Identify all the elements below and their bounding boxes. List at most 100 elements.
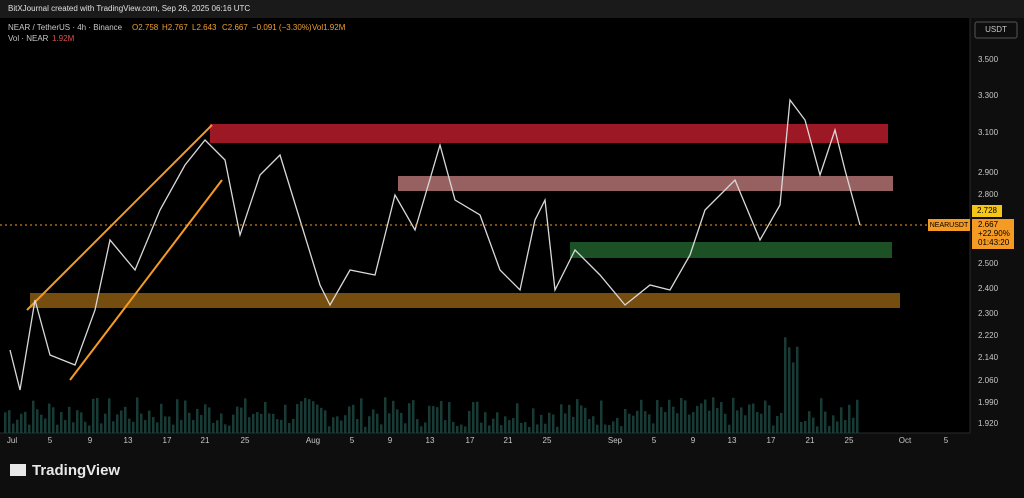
- volume-bar: [328, 426, 331, 433]
- volume-bar: [692, 412, 695, 433]
- volume-bar: [228, 425, 231, 433]
- volume-bar: [88, 425, 91, 433]
- volume-bar: [584, 407, 587, 433]
- price-label: 2.500: [978, 259, 999, 268]
- volume-bar: [388, 413, 391, 433]
- volume-bar: [24, 411, 27, 433]
- time-label: Aug: [306, 436, 320, 445]
- volume-bar: [408, 403, 411, 433]
- volume-bar: [176, 399, 179, 433]
- currency[interactable]: USDT: [985, 25, 1007, 34]
- volume-bar: [324, 410, 327, 433]
- volume-bar: [436, 407, 439, 433]
- volume-bar: [700, 403, 703, 433]
- credit: BitXJournal created with TradingView.com…: [8, 4, 250, 13]
- volume-bar: [556, 426, 559, 433]
- volume-bar: [424, 422, 427, 433]
- volume-bar: [12, 423, 15, 433]
- volume-bar: [580, 405, 583, 433]
- volume-bar: [288, 423, 291, 433]
- volume-bar: [464, 426, 467, 433]
- volume-bar: [356, 418, 359, 433]
- volume-bar: [460, 424, 463, 433]
- price-label: 2.060: [978, 376, 999, 385]
- time-label: 17: [767, 436, 776, 445]
- volume-bar: [572, 416, 575, 433]
- volume-bar: [224, 424, 227, 433]
- price-label: 3.300: [978, 91, 999, 100]
- volume-bar: [244, 398, 247, 433]
- volume-bar: [788, 347, 791, 433]
- volume-bar: [796, 346, 799, 433]
- volume-bar: [316, 404, 319, 433]
- time-label: 5: [350, 436, 355, 445]
- volume-bar: [824, 411, 827, 433]
- volume-bar: [304, 397, 307, 433]
- time-label: Oct: [899, 436, 912, 445]
- volume-bar: [220, 413, 223, 433]
- volume-bar: [704, 399, 707, 433]
- volume-bar: [204, 404, 207, 433]
- volume-bar: [776, 415, 779, 433]
- price-marker: [972, 205, 1002, 217]
- volume-bar: [320, 407, 323, 433]
- volume-bar: [804, 420, 807, 433]
- volume-bar: [212, 422, 215, 433]
- volume-bar: [240, 407, 243, 433]
- volume-bar: [544, 423, 547, 433]
- volume-bar: [536, 424, 539, 433]
- volume-bar: [40, 414, 43, 433]
- time-label: 25: [543, 436, 552, 445]
- volume-bar: [20, 413, 23, 433]
- time-label: 5: [48, 436, 53, 445]
- volume-bar: [680, 397, 683, 433]
- volume-bar: [412, 400, 415, 433]
- volume-bar: [124, 406, 127, 433]
- support-zone: [30, 293, 900, 308]
- time-label: 5: [944, 436, 949, 445]
- volume-bar: [660, 407, 663, 433]
- volume-bar: [280, 419, 283, 433]
- volume-bar: [724, 413, 727, 433]
- volume-bar: [548, 412, 551, 433]
- volume-bar: [632, 415, 635, 433]
- volume-bar: [608, 424, 611, 433]
- time-label: 17: [163, 436, 172, 445]
- volume-bar: [156, 422, 159, 433]
- volume-bar: [8, 410, 11, 433]
- volume-bar: [812, 417, 815, 433]
- volume-bar: [480, 422, 483, 433]
- volume-bar: [668, 399, 671, 433]
- volume-bar: [532, 408, 535, 433]
- currency-button[interactable]: [974, 21, 1018, 39]
- volume-bar: [184, 400, 187, 433]
- volume-bar: [136, 397, 139, 433]
- price-label: 2.220: [978, 331, 999, 340]
- volume-bar: [192, 419, 195, 433]
- volume-bar: [268, 413, 271, 433]
- countdown: 01:43:20: [978, 238, 1010, 247]
- volume-bar: [272, 413, 275, 433]
- volume-bar: [468, 410, 471, 433]
- volume-bar: [552, 414, 555, 433]
- volume-bar: [376, 413, 379, 433]
- time-label: 25: [845, 436, 854, 445]
- open: O2.758: [132, 23, 159, 32]
- volume-bar: [512, 418, 515, 433]
- volume-bar: [856, 399, 859, 433]
- volume-bar: [164, 416, 167, 433]
- volume-bar: [672, 406, 675, 433]
- volume-bar: [792, 362, 795, 433]
- volume-bar: [108, 398, 111, 433]
- price-label: 3.500: [978, 55, 999, 64]
- volume-bar: [708, 410, 711, 433]
- channel-line: [26, 124, 213, 311]
- volume-bar: [840, 407, 843, 433]
- volume-bars: [4, 337, 859, 433]
- last-change: +22.90%: [978, 229, 1010, 238]
- marker-price: 2.728: [977, 206, 998, 215]
- volume-bar: [664, 412, 667, 433]
- volume-bar: [168, 416, 171, 433]
- volume-bar: [92, 398, 95, 433]
